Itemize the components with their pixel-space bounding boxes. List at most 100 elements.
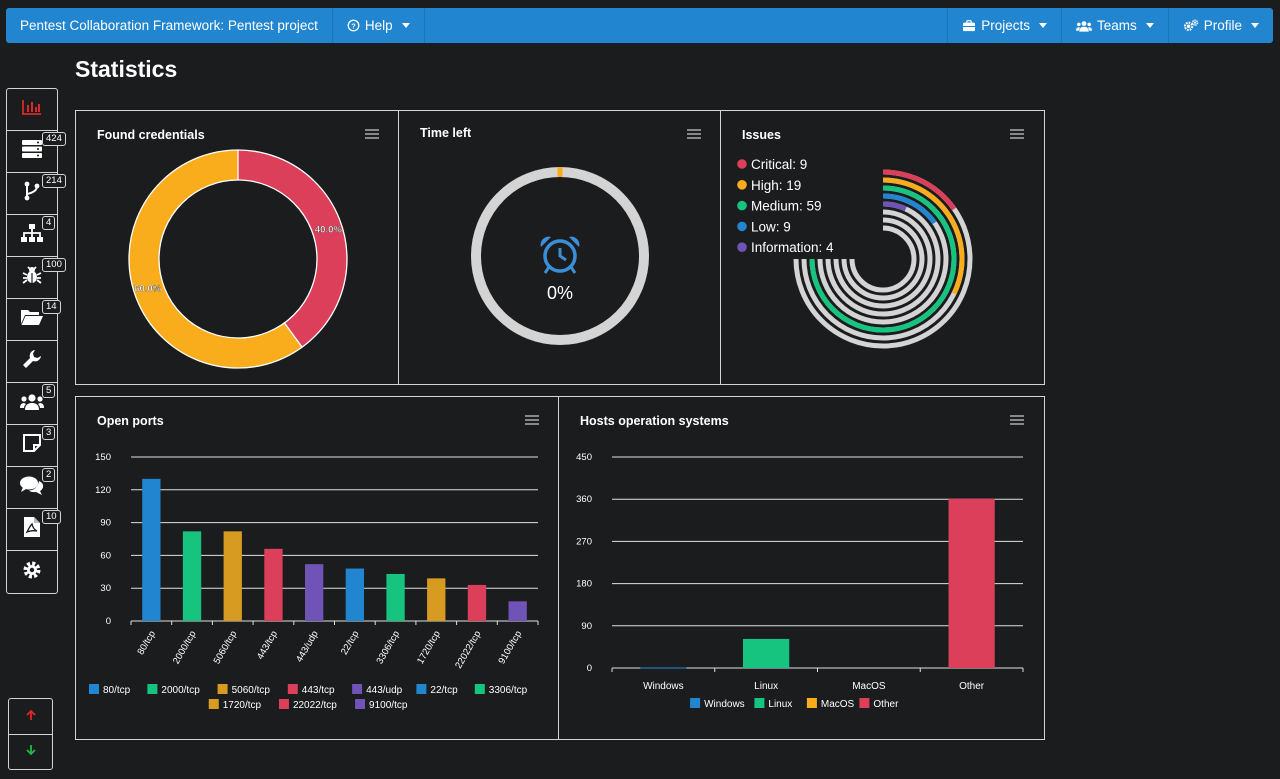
issues-bar <box>882 169 957 211</box>
issues-track <box>833 258 884 309</box>
issues-track <box>825 258 884 317</box>
sidebar-badge: 214 <box>42 174 66 188</box>
ports-xtick-label: 22/tcp <box>339 629 361 657</box>
hosts-os-bar-chart: 0 90 180 270 360 450 Windows Linux MacOS Other Win… <box>576 452 1024 710</box>
folder-icon <box>21 309 43 331</box>
help-menu[interactable]: ? Help <box>333 8 425 43</box>
issues-legend-bg <box>731 151 871 259</box>
os-legend-swatch <box>690 698 701 708</box>
os-bar <box>743 638 790 668</box>
ports-legend-swatch <box>217 684 228 694</box>
comments-icon <box>20 476 44 500</box>
briefcase-icon <box>962 19 976 32</box>
svg-text:?: ? <box>351 21 356 30</box>
chevron-down-icon <box>1251 23 1259 28</box>
ports-xtick-label: 443/udp <box>294 629 321 664</box>
arrow-up-icon <box>25 708 37 726</box>
sidebar-item-network[interactable]: 4 <box>7 215 57 257</box>
ports-xtick-label: 80/tcp <box>135 629 157 657</box>
time-left-value: 0% <box>547 283 573 303</box>
hosts-os-panel: Hosts operation systems 0 90 180 270 360 450 W… <box>558 396 1045 740</box>
help-label: Help <box>364 18 393 33</box>
ports-bar <box>182 531 202 621</box>
issues-track <box>817 258 884 325</box>
ports-legend-label: 443/tcp <box>302 685 335 696</box>
sidebar-item-hosts[interactable]: 424 <box>7 131 66 173</box>
os-legend-swatch <box>754 698 765 708</box>
issues-radial-chart: Critical: 9 High: 19 Medium: 59 Low: 9 Infor… <box>731 151 973 349</box>
ports-legend-swatch <box>352 684 363 694</box>
issues-track <box>841 258 884 301</box>
sidebar-badge: 10 <box>42 510 61 524</box>
issues-legend-marker <box>737 200 747 211</box>
question-circle-icon: ? <box>347 19 360 32</box>
ports-legend-label: 1720/tcp <box>223 700 262 711</box>
sidebar-item-chats[interactable]: 2 <box>7 467 57 509</box>
projects-menu[interactable]: Projects <box>947 8 1061 43</box>
sidebar-item-issues[interactable]: 100 <box>7 257 66 299</box>
issues-legend-label: High: 19 <box>751 178 801 193</box>
sidebar-item-notes[interactable]: 3 <box>7 425 57 467</box>
scroll-up-button[interactable] <box>8 698 53 734</box>
scroll-buttons <box>8 698 53 770</box>
sidebar-item-settings[interactable] <box>7 551 57 593</box>
server-icon <box>22 140 42 163</box>
ports-legend-label: 80/tcp <box>103 685 131 696</box>
ports-legend-label: 2000/tcp <box>161 685 200 696</box>
hosts-os-title: Hosts operation systems <box>580 414 729 428</box>
time-left-panel: Time left 0% <box>398 110 721 385</box>
issues-legend-marker <box>737 159 747 169</box>
teams-menu[interactable]: Teams <box>1060 8 1168 43</box>
sidebar-item-tools[interactable] <box>7 341 57 383</box>
issues-track <box>882 225 917 293</box>
ports-legend-label: 443/udp <box>366 685 403 696</box>
issues-track <box>801 258 884 341</box>
left-sidebar: 424 214 4 100 14 5 3 2 10 <box>6 88 66 594</box>
sidebar-item-reports[interactable]: 10 <box>7 509 61 551</box>
ports-legend-swatch <box>287 684 298 694</box>
sidebar-badge: 2 <box>42 468 56 482</box>
menu-icon[interactable] <box>1010 129 1024 140</box>
app-title-link[interactable]: Pentest Collaboration Framework: Pentest… <box>6 8 333 43</box>
cogs-icon <box>1183 19 1199 32</box>
os-legend-label: Other <box>873 699 899 710</box>
menu-icon[interactable] <box>687 129 701 140</box>
os-ytick-label: 360 <box>576 494 592 505</box>
sidebar-item-files[interactable]: 14 <box>7 299 61 341</box>
scroll-down-button[interactable] <box>8 734 53 770</box>
projects-label: Projects <box>981 18 1030 33</box>
menu-icon[interactable] <box>1010 415 1024 426</box>
issues-legend-marker <box>737 221 747 232</box>
sidebar-item-statistics[interactable] <box>7 89 57 131</box>
os-ytick-label: 90 <box>581 621 592 632</box>
teams-label: Teams <box>1096 18 1137 33</box>
sidebar-item-ports[interactable]: 214 <box>7 173 66 215</box>
sidebar-item-users[interactable]: 5 <box>7 383 57 425</box>
os-ytick-label: 270 <box>576 536 592 547</box>
menu-icon[interactable] <box>525 415 539 426</box>
ports-legend-label: 5060/tcp <box>232 685 271 696</box>
ports-bar <box>264 548 283 621</box>
credentials-slice <box>237 150 347 348</box>
ports-legend-swatch <box>147 684 158 694</box>
ports-legend-swatch <box>208 699 219 709</box>
sitemap-icon <box>21 224 43 247</box>
ports-legend-swatch <box>474 684 485 694</box>
profile-menu[interactable]: Profile <box>1167 8 1273 43</box>
ports-xtick-label: 9100/tcp <box>496 629 524 666</box>
time-left-title: Time left <box>420 126 472 140</box>
time-left-gauge: 0% <box>471 167 649 345</box>
os-legend-swatch <box>859 698 870 708</box>
issues-bar <box>882 201 907 212</box>
users-icon <box>1075 20 1092 32</box>
open-ports-bar-chart: 0 30 60 90 120 150 80/tcp 2000/tcp 5060/tcp 443/t… <box>89 452 539 711</box>
credentials-panel: Found credentials 40.0% 60.0% <box>75 110 399 385</box>
top-navbar: Pentest Collaboration Framework: Pentest… <box>6 8 1273 43</box>
bug-icon <box>22 265 42 290</box>
menu-icon[interactable] <box>365 129 379 140</box>
arrow-down-icon <box>25 743 37 761</box>
issues-track <box>849 258 884 293</box>
issues-track <box>882 209 933 309</box>
ports-xtick-label: 2000/tcp <box>171 629 199 666</box>
app-title: Pentest Collaboration Framework: Pentest… <box>20 18 318 33</box>
